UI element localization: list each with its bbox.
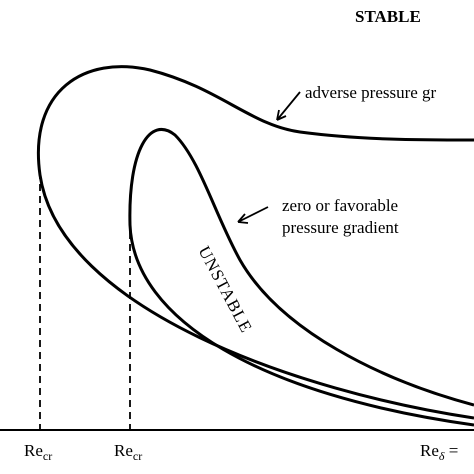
favorable-label: zero or favorable — [282, 196, 398, 215]
axis-label: Recr — [114, 441, 142, 463]
favorable-label: pressure gradient — [282, 218, 399, 237]
axis-label-sub: cr — [43, 449, 52, 463]
axis-label-main: Re — [24, 441, 43, 460]
axis-label: Reδ = — [420, 441, 458, 463]
axis-label-main: Re — [114, 441, 133, 460]
axis-label-sub: cr — [133, 449, 142, 463]
axis-label-sub: δ — [439, 449, 445, 463]
axis-label: Recr — [24, 441, 52, 463]
stable-label: STABLE — [355, 7, 421, 26]
favorable-curve — [128, 128, 474, 427]
axis-label-tail: = — [444, 441, 458, 460]
axis-label-main: Re — [420, 441, 439, 460]
arrow — [276, 91, 301, 121]
adverse-label: adverse pressure gr — [305, 83, 437, 102]
arrow — [237, 206, 269, 224]
